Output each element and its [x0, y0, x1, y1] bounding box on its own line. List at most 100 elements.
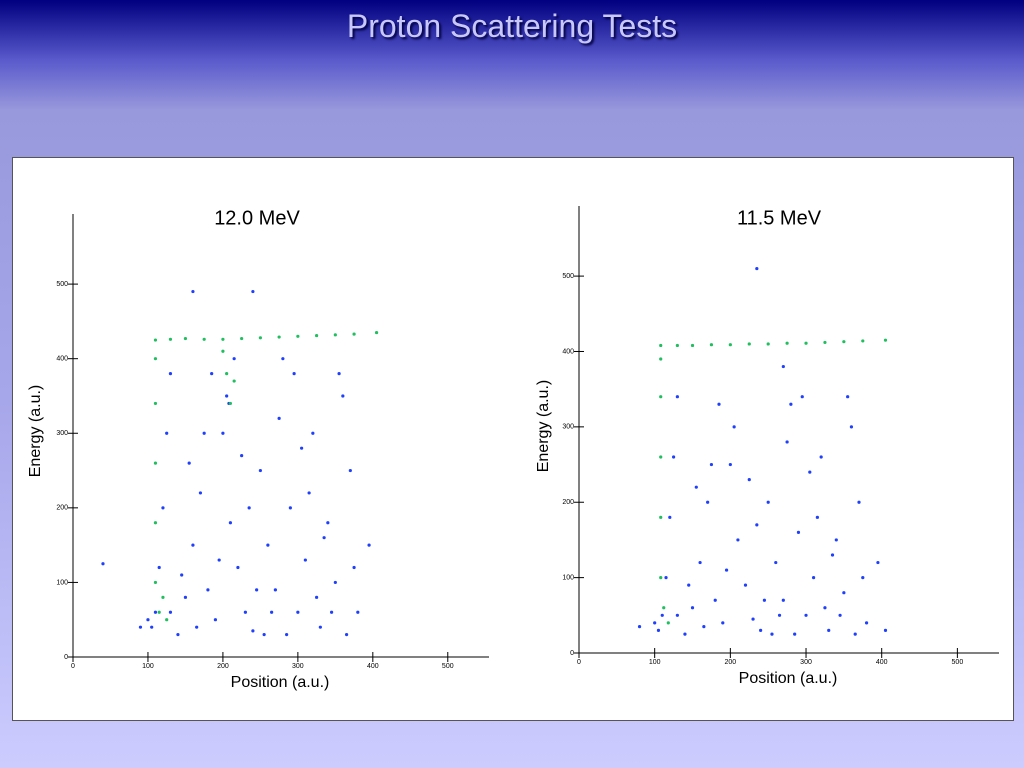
data-point [811, 576, 816, 580]
data-point [747, 342, 751, 346]
y-tick-label: 200 [562, 499, 574, 506]
data-point [675, 613, 679, 617]
chart-title: 12.0 MeV [214, 207, 300, 229]
slide-title: Proton Scattering Tests [346, 8, 678, 44]
data-point [168, 337, 173, 341]
x-axis-label: Position (a.u.) [739, 670, 838, 687]
data-point [157, 565, 161, 570]
data-point [150, 625, 154, 629]
data-point [759, 628, 763, 632]
data-point [157, 610, 161, 614]
data-point [751, 617, 755, 621]
data-point [755, 523, 759, 527]
data-point [221, 349, 225, 353]
data-point [225, 371, 229, 376]
data-point [808, 470, 812, 474]
y-tick-label: 200 [56, 505, 68, 512]
data-point [311, 431, 315, 435]
data-point [168, 610, 173, 614]
data-point [101, 562, 105, 566]
data-point [367, 543, 371, 547]
data-point [202, 431, 206, 435]
x-tick-label: 500 [442, 663, 454, 670]
data-point [315, 595, 319, 599]
data-point [318, 625, 322, 629]
data-point [356, 610, 360, 614]
data-point [251, 629, 255, 633]
data-point [288, 506, 292, 510]
data-point [653, 621, 657, 625]
data-point [736, 538, 740, 542]
data-point [292, 371, 296, 376]
data-point [842, 340, 846, 344]
data-point [191, 289, 195, 294]
data-point [659, 357, 663, 361]
data-point [789, 402, 793, 406]
data-point [221, 431, 225, 435]
data-point [228, 401, 233, 406]
data-point [728, 343, 732, 347]
data-point [153, 401, 158, 406]
x-tick-label: 100 [142, 663, 154, 670]
data-point [153, 357, 158, 361]
data-point [165, 431, 169, 435]
data-point [337, 371, 341, 376]
data-point [326, 521, 330, 525]
data-point [153, 461, 158, 465]
data-point [322, 536, 326, 540]
data-point [785, 341, 789, 345]
data-point [352, 565, 356, 570]
data-point [660, 613, 664, 617]
data-point [800, 395, 804, 399]
y-tick-label: 500 [56, 281, 68, 288]
data-point [857, 500, 861, 504]
data-point [333, 580, 337, 585]
data-point [198, 491, 203, 495]
data-point [206, 588, 210, 592]
data-point [785, 440, 789, 444]
data-point [176, 633, 180, 637]
data-point [770, 632, 774, 636]
data-point [668, 515, 672, 519]
x-axis-label: Position (a.u.) [231, 674, 330, 691]
data-point [743, 583, 748, 587]
data-point [659, 455, 663, 459]
data-point [352, 332, 356, 336]
data-point [225, 394, 229, 398]
data-point [819, 455, 823, 459]
data-point [153, 580, 158, 585]
data-point [846, 395, 850, 399]
data-point [774, 560, 778, 565]
data-point [161, 506, 165, 510]
data-point [842, 591, 846, 595]
data-point [315, 333, 319, 338]
data-point [300, 446, 304, 450]
y-tick-label: 300 [56, 430, 68, 437]
data-point [804, 341, 808, 345]
x-tick-label: 400 [367, 663, 379, 670]
data-point [243, 610, 247, 614]
data-point [690, 606, 695, 610]
data-point [195, 625, 199, 629]
data-point [861, 339, 865, 343]
data-point [153, 521, 158, 525]
data-point [281, 357, 285, 361]
data-point [153, 610, 158, 614]
data-point [702, 625, 706, 629]
data-point [329, 610, 334, 614]
y-tick-label: 0 [570, 650, 574, 657]
data-point [662, 606, 666, 610]
data-point [793, 632, 797, 636]
data-point [183, 595, 188, 599]
data-point [258, 468, 262, 473]
data-point [303, 558, 307, 562]
data-point [236, 565, 240, 570]
data-point [883, 338, 888, 342]
data-point [210, 371, 214, 376]
data-point [344, 633, 349, 637]
data-point [138, 625, 143, 629]
data-point [849, 425, 854, 429]
data-point [883, 628, 888, 632]
data-point [183, 336, 188, 341]
data-point [251, 289, 255, 294]
